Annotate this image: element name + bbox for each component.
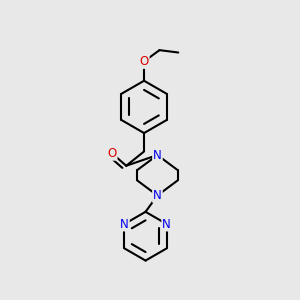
Text: N: N <box>153 148 162 162</box>
Text: N: N <box>153 189 162 202</box>
Text: N: N <box>120 218 129 230</box>
Text: O: O <box>140 55 149 68</box>
Text: O: O <box>107 147 117 160</box>
Text: N: N <box>162 218 171 230</box>
